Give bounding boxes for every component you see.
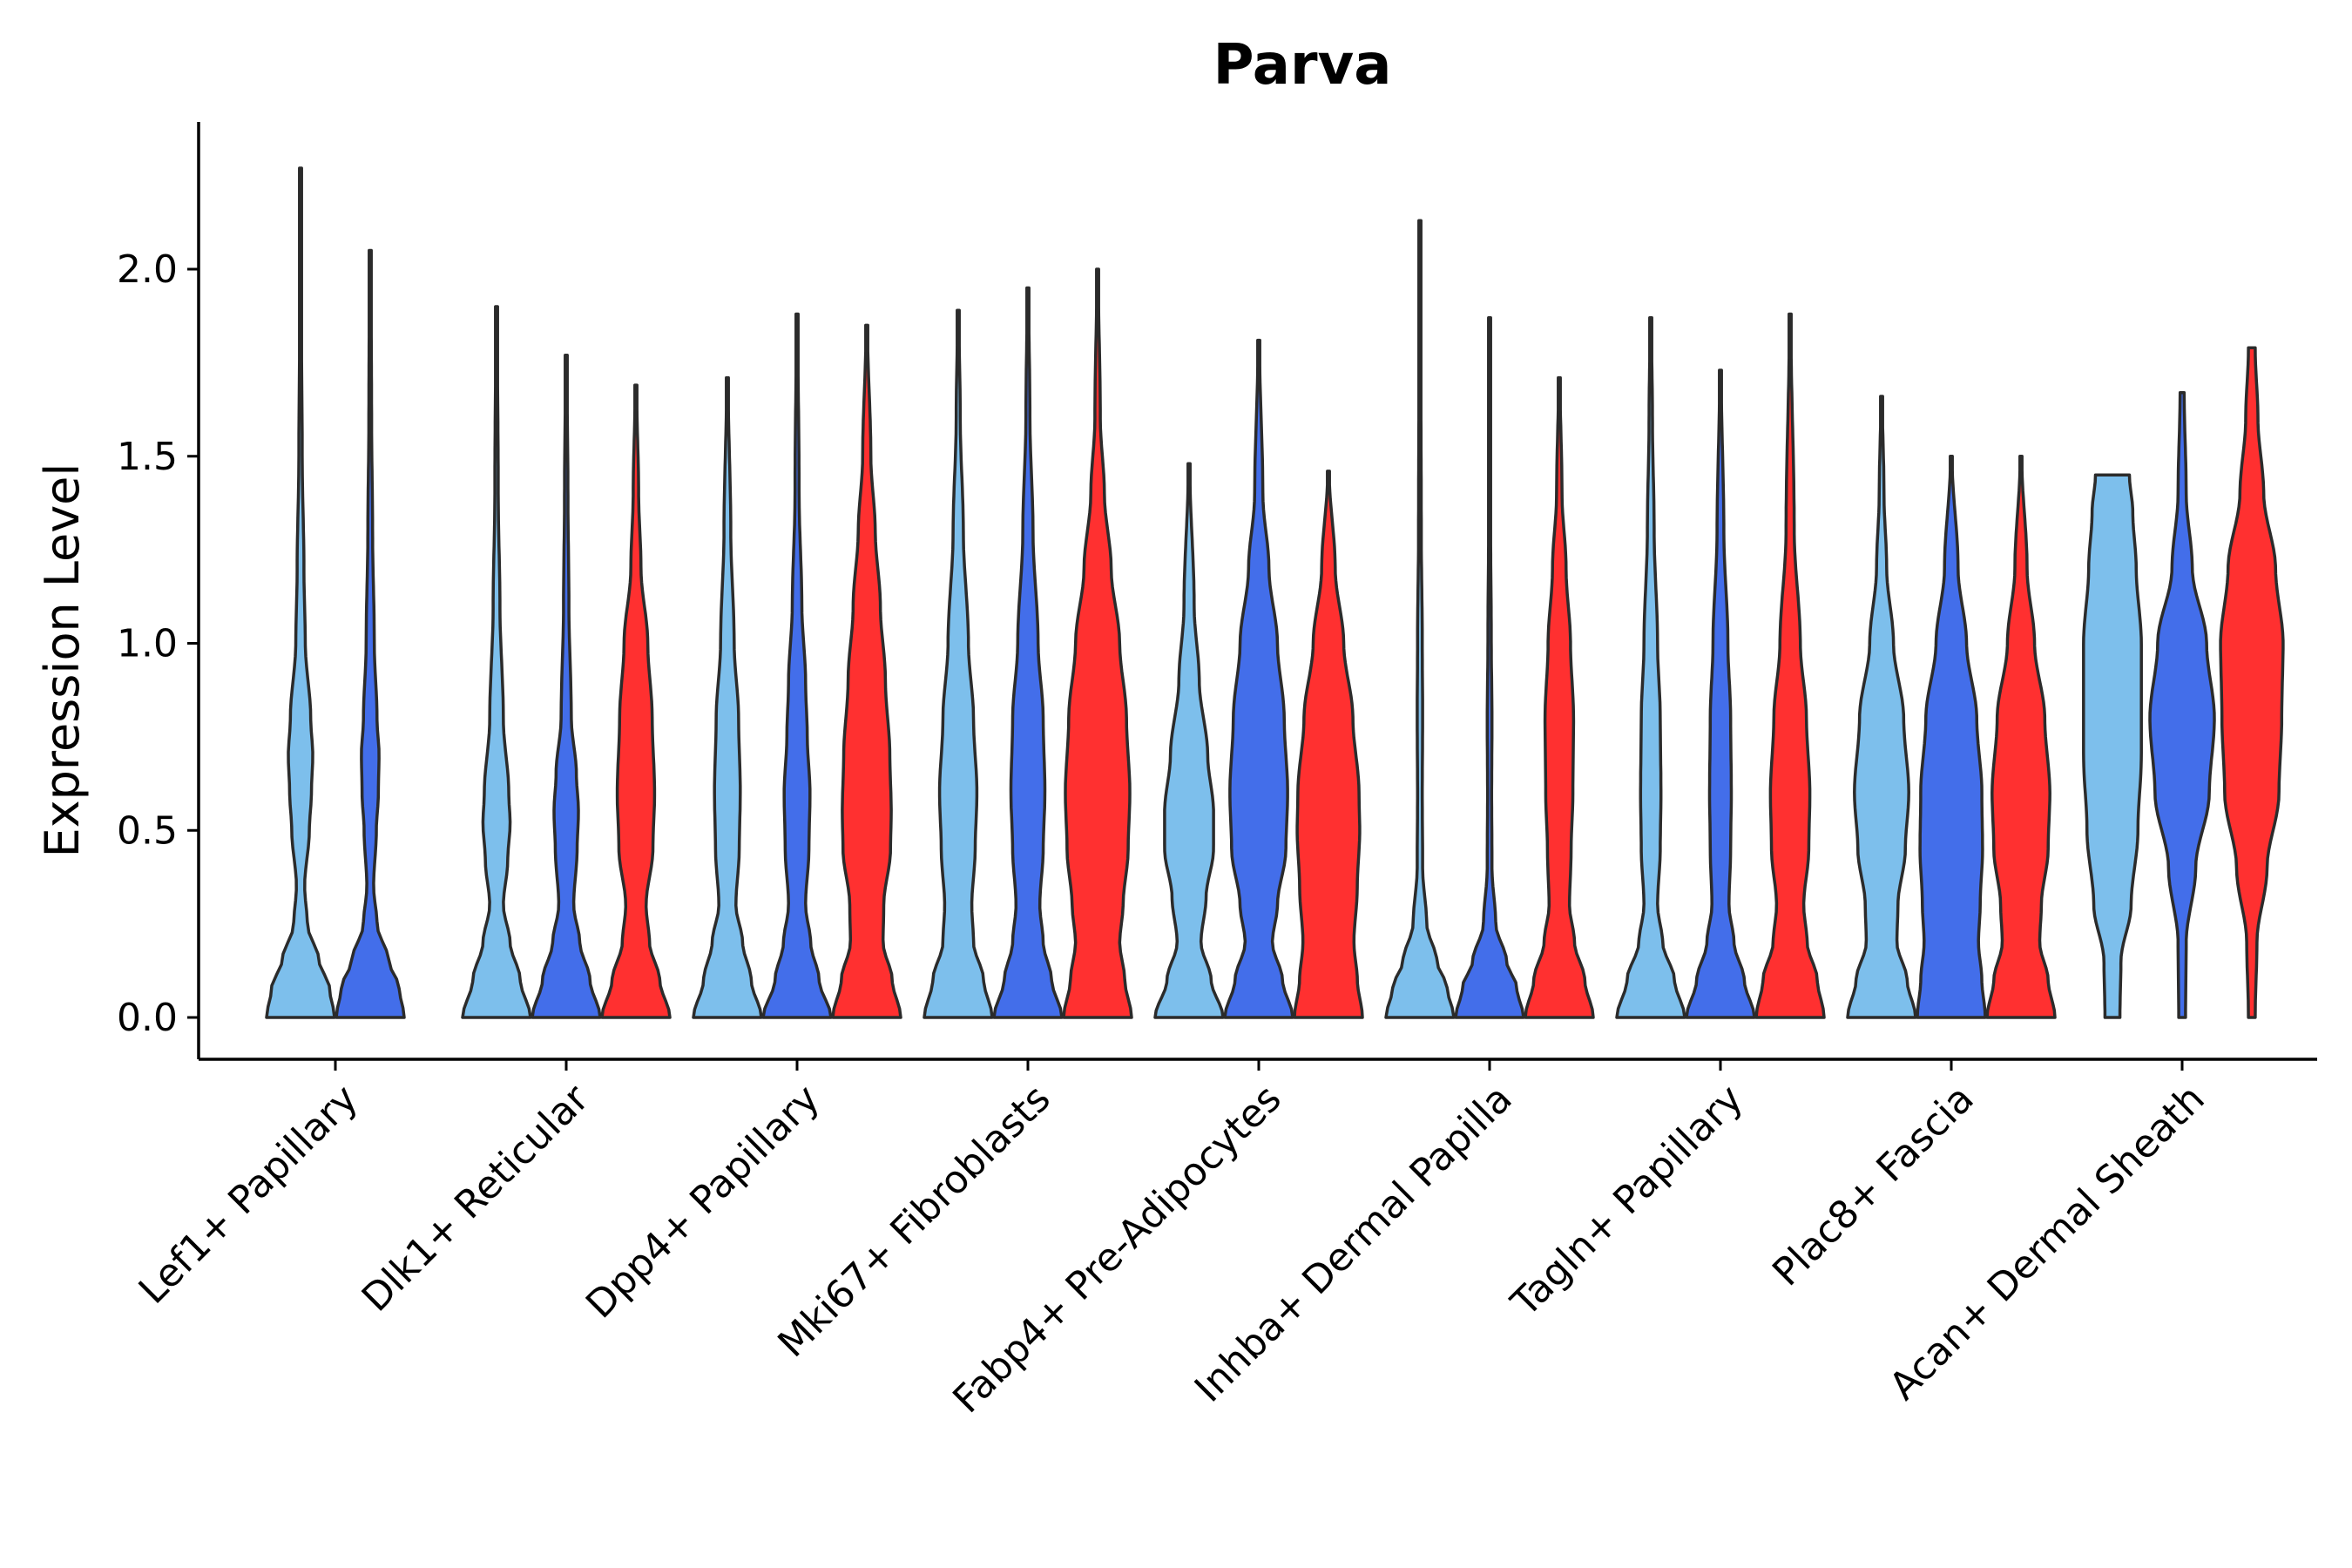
y-tick-label: 1.0: [117, 622, 178, 666]
violin-6-condition-3: [1524, 375, 1595, 1019]
violin-3-condition-3: [831, 323, 902, 1019]
violin-3-condition-1: [692, 375, 763, 1019]
violin-2-condition-2: [531, 354, 602, 1019]
y-tick-label: 2.0: [117, 247, 178, 292]
violin-2-condition-3: [600, 383, 672, 1019]
x-tick-label: Dlk1+ Reticular: [354, 1076, 598, 1321]
violin-4-condition-1: [923, 308, 994, 1019]
x-tick-label: Lef1+ Papillary: [131, 1077, 367, 1313]
violins-layer: [265, 166, 2285, 1019]
violin-6-condition-1: [1384, 219, 1456, 1019]
y-tick-label: 0.0: [117, 996, 178, 1040]
x-tick-label: Plac8+ Fascia: [1764, 1077, 1983, 1295]
violin-7-condition-2: [1685, 368, 1756, 1019]
violin-8-condition-3: [1985, 455, 2057, 1019]
violin-9-condition-1: [2082, 473, 2143, 1019]
chart-title: Parva: [1213, 33, 1392, 98]
violin-7-condition-1: [1615, 316, 1686, 1019]
violin-7-condition-3: [1754, 312, 1826, 1019]
violin-9-condition-2: [2148, 390, 2216, 1019]
violin-4-condition-2: [992, 286, 1064, 1019]
violin-3-condition-2: [761, 312, 833, 1019]
y-tick-label: 0.5: [117, 808, 178, 853]
violin-8-condition-1: [1846, 395, 1917, 1019]
violin-9-condition-3: [2219, 346, 2285, 1019]
violin-5-condition-1: [1153, 462, 1225, 1019]
violin-2-condition-1: [461, 305, 532, 1019]
violin-5-condition-2: [1223, 338, 1294, 1019]
y-axis-label: Expression Level: [35, 463, 90, 858]
violin-5-condition-3: [1293, 470, 1364, 1019]
violin-1-condition-2: [335, 248, 406, 1019]
violin-6-condition-2: [1454, 316, 1525, 1019]
y-tick-label: 1.5: [117, 435, 178, 479]
violin-1-condition-1: [265, 166, 336, 1019]
violin-4-condition-3: [1062, 267, 1133, 1019]
violin-8-condition-2: [1916, 455, 1987, 1019]
x-tick-label: Dpp4+ Papillary: [578, 1077, 828, 1328]
x-tick-label: Tagln+ Papillary: [1503, 1077, 1752, 1326]
